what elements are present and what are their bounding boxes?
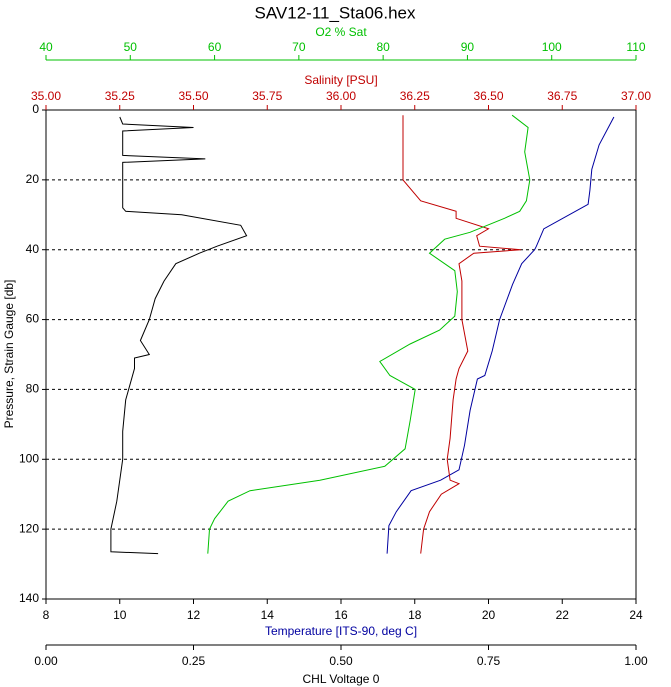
y-tick-label: 60 — [26, 312, 40, 326]
x-tick-label: 0.00 — [34, 654, 58, 668]
x-axis-label: O2 % Sat — [315, 25, 367, 39]
x-tick-label: 35.25 — [105, 89, 135, 103]
profile-line — [386, 116, 615, 554]
profile-line — [110, 116, 248, 555]
x-axis-label: Temperature [ITS-90, deg C] — [265, 624, 417, 638]
x-tick-label: 36.00 — [326, 89, 356, 103]
y-tick-label: 20 — [26, 172, 40, 186]
y-tick-label: 0 — [32, 102, 39, 116]
x-tick-label: 80 — [376, 40, 390, 54]
x-tick-label: 35.75 — [252, 89, 282, 103]
x-tick-label: 20 — [482, 608, 496, 622]
y-tick-label: 100 — [19, 451, 39, 465]
x-tick-label: 36.25 — [400, 89, 430, 103]
y-axis-label: Pressure, Strain Gauge [db] — [2, 280, 16, 429]
x-tick-label: 60 — [208, 40, 222, 54]
y-tick-label: 80 — [26, 382, 40, 396]
x-tick-label: 110 — [626, 40, 645, 54]
x-tick-label: 1.00 — [624, 654, 648, 668]
x-tick-label: 70 — [292, 40, 306, 54]
x-axis-label: Salinity [PSU] — [304, 73, 377, 87]
x-tick-label: 50 — [124, 40, 138, 54]
x-tick-label: 100 — [542, 40, 562, 54]
y-tick-label: 140 — [19, 591, 39, 605]
profile-line — [207, 114, 531, 554]
x-tick-label: 8 — [43, 608, 50, 622]
plot-frame — [45, 109, 637, 600]
x-tick-label: 24 — [629, 608, 643, 622]
profile-line — [402, 115, 521, 554]
x-tick-label: 10 — [113, 608, 127, 622]
x-tick-label: 0.75 — [477, 654, 501, 668]
x-tick-label: 36.75 — [547, 89, 577, 103]
x-tick-label: 18 — [408, 608, 422, 622]
y-tick-label: 120 — [19, 521, 39, 535]
x-axis-label: CHL Voltage 0 — [303, 672, 380, 686]
y-tick-label: 40 — [26, 242, 40, 256]
x-tick-label: 16 — [334, 608, 348, 622]
x-tick-label: 40 — [39, 40, 53, 54]
chart-title: SAV12-11_Sta06.hex — [255, 3, 416, 22]
x-tick-label: 36.50 — [473, 89, 503, 103]
x-tick-label: 90 — [461, 40, 475, 54]
x-tick-label: 14 — [261, 608, 275, 622]
x-tick-label: 22 — [556, 608, 570, 622]
x-tick-label: 0.25 — [182, 654, 206, 668]
x-tick-label: 37.00 — [621, 89, 651, 103]
x-tick-label: 35.50 — [178, 89, 208, 103]
x-tick-label: 35.00 — [31, 89, 61, 103]
x-tick-label: 12 — [187, 608, 201, 622]
x-tick-label: 0.50 — [329, 654, 353, 668]
